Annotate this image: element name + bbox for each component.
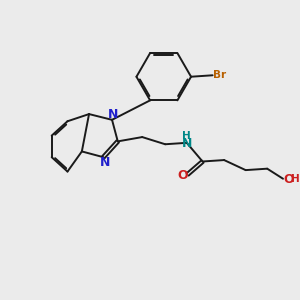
Text: H: H	[182, 131, 191, 142]
Text: N: N	[108, 108, 119, 122]
Text: N: N	[100, 156, 110, 169]
Text: N: N	[182, 137, 192, 150]
Text: H: H	[291, 174, 300, 184]
Text: O: O	[177, 169, 188, 182]
Text: Br: Br	[214, 70, 226, 80]
Text: O: O	[284, 173, 294, 186]
